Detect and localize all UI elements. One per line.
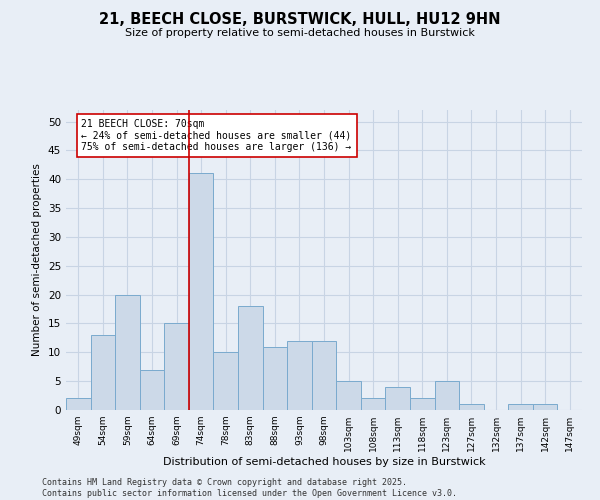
Bar	[189, 174, 214, 410]
Bar	[336, 381, 361, 410]
Bar	[164, 324, 189, 410]
X-axis label: Distribution of semi-detached houses by size in Burstwick: Distribution of semi-detached houses by …	[163, 457, 485, 467]
Bar	[66, 398, 91, 410]
Bar	[361, 398, 385, 410]
Text: Contains HM Land Registry data © Crown copyright and database right 2025.
Contai: Contains HM Land Registry data © Crown c…	[42, 478, 457, 498]
Bar	[91, 335, 115, 410]
Bar	[140, 370, 164, 410]
Bar	[263, 346, 287, 410]
Bar	[312, 341, 336, 410]
Bar	[287, 341, 312, 410]
Bar	[410, 398, 434, 410]
Bar	[385, 387, 410, 410]
Text: 21 BEECH CLOSE: 70sqm
← 24% of semi-detached houses are smaller (44)
75% of semi: 21 BEECH CLOSE: 70sqm ← 24% of semi-deta…	[82, 119, 352, 152]
Y-axis label: Number of semi-detached properties: Number of semi-detached properties	[32, 164, 43, 356]
Text: Size of property relative to semi-detached houses in Burstwick: Size of property relative to semi-detach…	[125, 28, 475, 38]
Bar	[508, 404, 533, 410]
Bar	[238, 306, 263, 410]
Bar	[434, 381, 459, 410]
Bar	[459, 404, 484, 410]
Bar	[533, 404, 557, 410]
Bar	[115, 294, 140, 410]
Text: 21, BEECH CLOSE, BURSTWICK, HULL, HU12 9HN: 21, BEECH CLOSE, BURSTWICK, HULL, HU12 9…	[99, 12, 501, 28]
Bar	[214, 352, 238, 410]
